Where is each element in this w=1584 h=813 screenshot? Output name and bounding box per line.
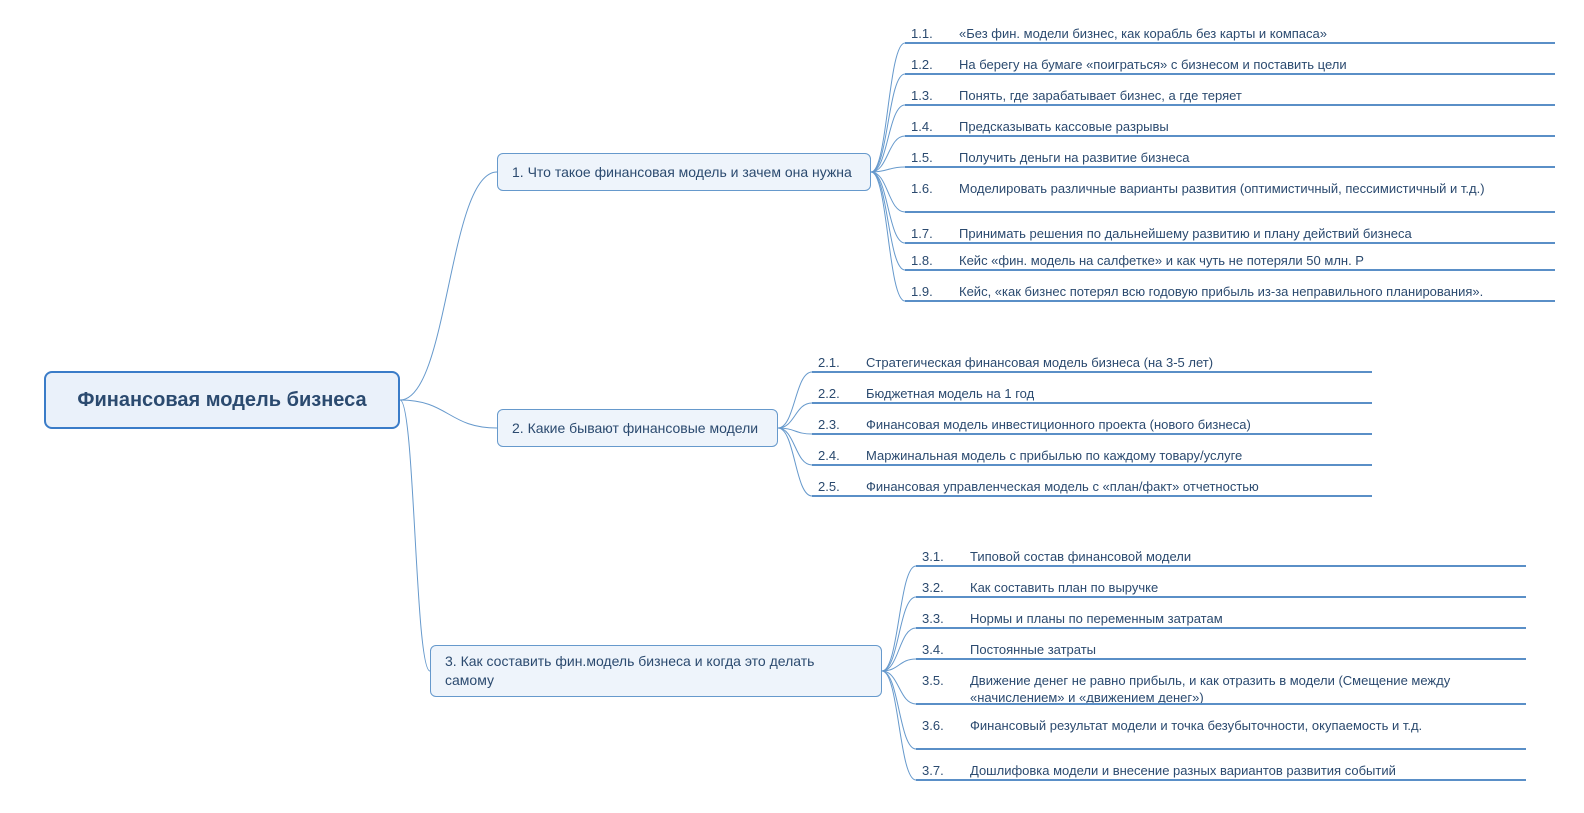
- leaf-node-3-2: 3.2.Как составить план по выручке: [916, 576, 1526, 598]
- leaf-text: Финансовая модель инвестиционного проект…: [866, 417, 1366, 434]
- leaf-number: 1.9.: [911, 284, 959, 301]
- leaf-text: Финансовый результат модели и точка безу…: [970, 718, 1520, 735]
- leaf-text: Постоянные затраты: [970, 642, 1520, 659]
- leaf-node-2-1: 2.1.Стратегическая финансовая модель биз…: [812, 351, 1372, 373]
- leaf-number: 1.2.: [911, 57, 959, 74]
- root-node: Финансовая модель бизнеса: [44, 371, 400, 429]
- leaf-node-3-1: 3.1.Типовой состав финансовой модели: [916, 545, 1526, 567]
- leaf-node-1-6: 1.6.Моделировать различные варианты разв…: [905, 177, 1555, 213]
- leaf-text: Маржинальная модель с прибылью по каждом…: [866, 448, 1366, 465]
- leaf-node-1-9: 1.9.Кейс, «как бизнес потерял всю годову…: [905, 280, 1555, 302]
- leaf-node-3-6: 3.6.Финансовый результат модели и точка …: [916, 714, 1526, 750]
- leaf-node-1-8: 1.8.Кейс «фин. модель на салфетке» и как…: [905, 249, 1555, 271]
- leaf-node-3-4: 3.4.Постоянные затраты: [916, 638, 1526, 660]
- leaf-text: Дошлифовка модели и внесение разных вари…: [970, 763, 1520, 780]
- leaf-number: 1.5.: [911, 150, 959, 167]
- branch-label: 2. Какие бывают финансовые модели: [512, 419, 758, 438]
- leaf-number: 3.5.: [922, 673, 970, 690]
- leaf-text: Стратегическая финансовая модель бизнеса…: [866, 355, 1366, 372]
- leaf-number: 3.1.: [922, 549, 970, 566]
- leaf-text: Понять, где зарабатывает бизнес, а где т…: [959, 88, 1549, 105]
- branch-node-1: 1. Что такое финансовая модель и зачем о…: [497, 153, 871, 191]
- leaf-text: Как составить план по выручке: [970, 580, 1520, 597]
- leaf-number: 3.7.: [922, 763, 970, 780]
- leaf-node-1-5: 1.5.Получить деньги на развитие бизнеса: [905, 146, 1555, 168]
- leaf-text: Финансовая управленческая модель с «план…: [866, 479, 1366, 496]
- leaf-number: 3.3.: [922, 611, 970, 628]
- leaf-text: Движение денег не равно прибыль, и как о…: [970, 673, 1520, 705]
- branch-label: 3. Как составить фин.модель бизнеса и ко…: [445, 652, 867, 690]
- leaf-text: Моделировать различные варианты развития…: [959, 181, 1549, 198]
- branch-node-3: 3. Как составить фин.модель бизнеса и ко…: [430, 645, 882, 697]
- leaf-number: 1.1.: [911, 26, 959, 43]
- leaf-node-1-1: 1.1.«Без фин. модели бизнес, как корабль…: [905, 22, 1555, 44]
- leaf-number: 3.2.: [922, 580, 970, 597]
- leaf-node-1-7: 1.7.Принимать решения по дальнейшему раз…: [905, 222, 1555, 244]
- root-label: Финансовая модель бизнеса: [77, 389, 366, 412]
- leaf-text: Предсказывать кассовые разрывы: [959, 119, 1549, 136]
- branch-node-2: 2. Какие бывают финансовые модели: [497, 409, 778, 447]
- leaf-node-3-7: 3.7.Дошлифовка модели и внесение разных …: [916, 759, 1526, 781]
- leaf-node-3-5: 3.5.Движение денег не равно прибыль, и к…: [916, 669, 1526, 705]
- leaf-node-2-4: 2.4.Маржинальная модель с прибылью по ка…: [812, 444, 1372, 466]
- leaf-node-3-3: 3.3.Нормы и планы по переменным затратам: [916, 607, 1526, 629]
- leaf-number: 2.4.: [818, 448, 866, 465]
- leaf-node-2-5: 2.5.Финансовая управленческая модель с «…: [812, 475, 1372, 497]
- leaf-text: Типовой состав финансовой модели: [970, 549, 1520, 566]
- leaf-number: 2.3.: [818, 417, 866, 434]
- leaf-number: 3.6.: [922, 718, 970, 735]
- leaf-node-2-2: 2.2.Бюджетная модель на 1 год: [812, 382, 1372, 404]
- leaf-number: 1.7.: [911, 226, 959, 243]
- leaf-number: 1.3.: [911, 88, 959, 105]
- leaf-node-1-4: 1.4.Предсказывать кассовые разрывы: [905, 115, 1555, 137]
- leaf-number: 2.2.: [818, 386, 866, 403]
- leaf-node-1-2: 1.2.На берегу на бумаге «поиграться» с б…: [905, 53, 1555, 75]
- leaf-node-2-3: 2.3.Финансовая модель инвестиционного пр…: [812, 413, 1372, 435]
- leaf-text: На берегу на бумаге «поиграться» с бизне…: [959, 57, 1549, 74]
- leaf-number: 3.4.: [922, 642, 970, 659]
- leaf-text: Нормы и планы по переменным затратам: [970, 611, 1520, 628]
- leaf-number: 2.1.: [818, 355, 866, 372]
- leaf-text: Бюджетная модель на 1 год: [866, 386, 1366, 403]
- leaf-number: 1.4.: [911, 119, 959, 136]
- branch-label: 1. Что такое финансовая модель и зачем о…: [512, 163, 852, 182]
- leaf-number: 1.8.: [911, 253, 959, 270]
- leaf-node-1-3: 1.3.Понять, где зарабатывает бизнес, а г…: [905, 84, 1555, 106]
- leaf-text: Кейс «фин. модель на салфетке» и как чут…: [959, 253, 1549, 270]
- leaf-text: «Без фин. модели бизнес, как корабль без…: [959, 26, 1549, 43]
- leaf-text: Кейс, «как бизнес потерял всю годовую пр…: [959, 284, 1549, 301]
- leaf-number: 1.6.: [911, 181, 959, 198]
- leaf-text: Получить деньги на развитие бизнеса: [959, 150, 1549, 167]
- leaf-text: Принимать решения по дальнейшему развити…: [959, 226, 1549, 243]
- leaf-number: 2.5.: [818, 479, 866, 496]
